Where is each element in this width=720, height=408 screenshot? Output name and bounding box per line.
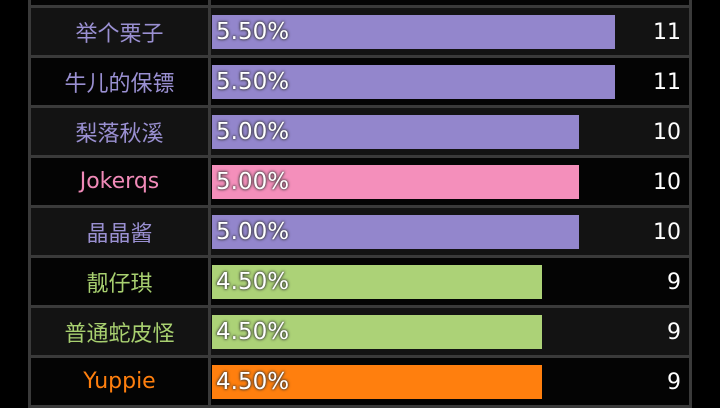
percent-label: 4.50% <box>216 319 290 345</box>
bar-cell: 4.50% 9 <box>211 358 689 405</box>
bar-cell: 5.00% 10 <box>211 208 689 255</box>
percent-bar <box>212 115 579 149</box>
bar-cell: 5.50% 11 <box>211 58 689 105</box>
percent-bar <box>212 365 542 399</box>
player-name: 牛儿的保镖 <box>31 58 208 105</box>
player-name: 举个栗子 <box>31 8 208 55</box>
table-row <box>31 0 689 5</box>
percent-label: 5.00% <box>216 119 290 145</box>
player-name: Yuppie <box>31 358 208 405</box>
count-value: 9 <box>667 370 681 395</box>
bar-cell: 5.00% 10 <box>211 158 689 205</box>
table-row: 普通蛇皮怪 4.50% 9 <box>31 308 689 355</box>
table-row: Jokerqs 5.00% 10 <box>31 158 689 205</box>
bar-cell: 5.50% 11 <box>211 8 689 55</box>
bar-cell: 5.00% 10 <box>211 108 689 155</box>
table-row: 晶晶酱 5.00% 10 <box>31 208 689 255</box>
player-name <box>31 0 208 5</box>
player-name: 普通蛇皮怪 <box>31 308 208 355</box>
percent-label: 4.50% <box>216 369 290 395</box>
count-value: 11 <box>653 20 681 45</box>
percent-label: 5.50% <box>216 69 290 95</box>
percent-label: 4.50% <box>216 269 290 295</box>
percent-bar <box>212 315 542 349</box>
percent-label: 5.00% <box>216 169 290 195</box>
count-value: 9 <box>667 270 681 295</box>
percent-bar <box>212 15 616 49</box>
table-row: 梨落秋溪 5.00% 10 <box>31 108 689 155</box>
table-row: Yuppie 4.50% 9 <box>31 358 689 405</box>
bar-cell: 4.50% 9 <box>211 258 689 305</box>
percent-bar <box>212 65 616 99</box>
count-value: 10 <box>653 220 681 245</box>
count-value: 10 <box>653 170 681 195</box>
player-name: 梨落秋溪 <box>31 108 208 155</box>
count-value: 10 <box>653 120 681 145</box>
table-row: 靓仔琪 4.50% 9 <box>31 258 689 305</box>
percent-label: 5.00% <box>216 219 290 245</box>
count-value: 11 <box>653 70 681 95</box>
bar-cell: 4.50% 9 <box>211 308 689 355</box>
percent-label: 5.50% <box>216 19 290 45</box>
player-name: Jokerqs <box>31 158 208 205</box>
player-name: 晶晶酱 <box>31 208 208 255</box>
percent-bar <box>212 265 542 299</box>
count-value: 9 <box>667 320 681 345</box>
player-name: 靓仔琪 <box>31 258 208 305</box>
table-row: 牛儿的保镖 5.50% 11 <box>31 58 689 105</box>
leaderboard-table: 举个栗子 5.50% 11 牛儿的保镖 5.50% 11 梨落秋溪 5.00% … <box>28 0 692 408</box>
percent-bar <box>212 215 579 249</box>
bar-cell <box>211 0 689 5</box>
percent-bar <box>212 165 579 199</box>
table-row: 举个栗子 5.50% 11 <box>31 8 689 55</box>
